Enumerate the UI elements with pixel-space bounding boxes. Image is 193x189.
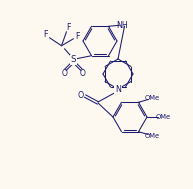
Text: F: F: [66, 23, 71, 32]
Text: O: O: [62, 69, 67, 78]
Text: S: S: [71, 55, 76, 64]
Text: NH: NH: [117, 21, 128, 30]
Text: O: O: [80, 69, 85, 78]
Text: F: F: [43, 30, 48, 39]
Text: OMe: OMe: [145, 133, 160, 139]
Text: O: O: [78, 91, 84, 99]
Text: F: F: [75, 32, 80, 41]
Text: N: N: [115, 85, 121, 94]
Text: OMe: OMe: [155, 114, 171, 120]
Text: OMe: OMe: [145, 95, 160, 101]
